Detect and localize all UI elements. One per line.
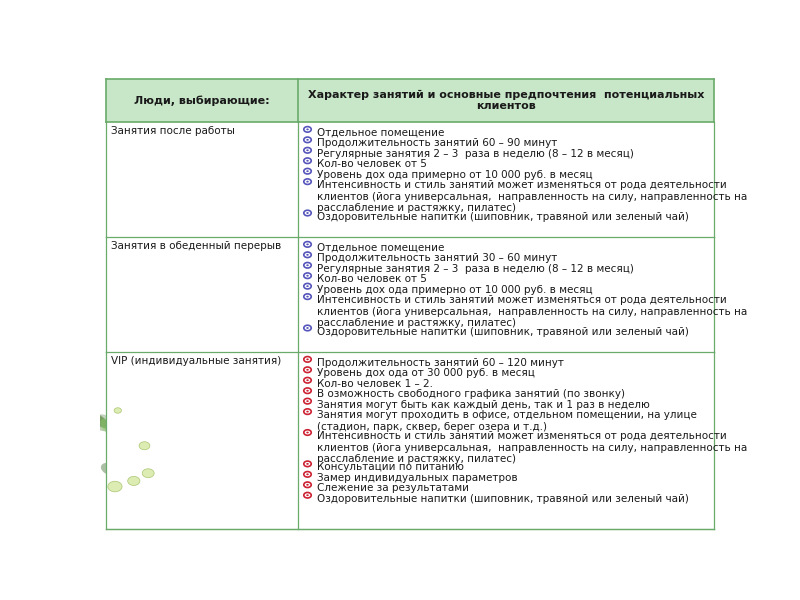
Circle shape: [306, 379, 309, 381]
Ellipse shape: [100, 419, 120, 437]
Circle shape: [306, 431, 309, 433]
Ellipse shape: [126, 457, 143, 470]
Ellipse shape: [120, 451, 137, 473]
Circle shape: [306, 400, 309, 402]
Ellipse shape: [88, 410, 111, 430]
Ellipse shape: [114, 449, 128, 459]
Text: Уровень дох ода примерно от 10 000 руб. в месяц: Уровень дох ода примерно от 10 000 руб. …: [318, 170, 593, 180]
Ellipse shape: [118, 447, 137, 462]
Ellipse shape: [141, 452, 158, 461]
Ellipse shape: [118, 431, 128, 443]
Circle shape: [306, 358, 309, 360]
Text: Регулярные занятия 2 – 3  раза в неделю (8 – 12 в месяц): Регулярные занятия 2 – 3 раза в неделю (…: [318, 149, 634, 159]
Text: Слежение за результатами: Слежение за результатами: [318, 484, 470, 493]
Ellipse shape: [114, 467, 129, 491]
Ellipse shape: [130, 447, 144, 459]
Circle shape: [306, 254, 309, 256]
Bar: [106, 237, 714, 352]
Text: Консультации по питанию: Консультации по питанию: [318, 463, 464, 472]
Text: Интенсивность и стиль занятий может изменяться от рода деятельности
клиентов (йо: Интенсивность и стиль занятий может изме…: [318, 180, 748, 214]
Ellipse shape: [87, 414, 110, 431]
Text: Продолжительность занятий 30 – 60 минут: Продолжительность занятий 30 – 60 минут: [318, 253, 558, 263]
Ellipse shape: [126, 451, 146, 466]
Ellipse shape: [109, 448, 130, 460]
Circle shape: [306, 463, 309, 465]
Circle shape: [108, 481, 122, 492]
Text: Характер занятий и основные предпочтения  потенциальных
клиентов: Характер занятий и основные предпочтения…: [307, 89, 704, 111]
Circle shape: [306, 275, 309, 277]
Text: Кол-во человек от 5: Кол-во человек от 5: [318, 274, 427, 284]
Bar: [106, 386, 182, 529]
Circle shape: [306, 484, 309, 485]
Circle shape: [128, 476, 140, 485]
Circle shape: [306, 160, 309, 161]
Text: Продолжительность занятий 60 – 90 минут: Продолжительность занятий 60 – 90 минут: [318, 139, 558, 148]
Ellipse shape: [119, 466, 134, 487]
Text: Люди, выбирающие:: Люди, выбирающие:: [134, 95, 270, 106]
Circle shape: [306, 181, 309, 182]
Circle shape: [306, 410, 309, 413]
Circle shape: [306, 212, 309, 214]
Circle shape: [306, 139, 309, 141]
Text: Занятия после работы: Занятия после работы: [111, 127, 235, 136]
Ellipse shape: [138, 410, 158, 425]
Text: В озможность свободного графика занятий (по звонку): В озможность свободного графика занятий …: [318, 389, 626, 400]
Circle shape: [306, 149, 309, 151]
Circle shape: [306, 170, 309, 172]
Bar: [106, 79, 714, 122]
Ellipse shape: [106, 443, 128, 451]
Ellipse shape: [133, 433, 150, 443]
Text: Уровень дох ода примерно от 10 000 руб. в месяц: Уровень дох ода примерно от 10 000 руб. …: [318, 285, 593, 295]
Ellipse shape: [131, 435, 149, 449]
Circle shape: [306, 494, 309, 496]
Text: Оздоровительные напитки (шиповник, травяной или зеленый чай): Оздоровительные напитки (шиповник, травя…: [318, 212, 690, 221]
Circle shape: [306, 285, 309, 287]
Circle shape: [306, 369, 309, 371]
Text: Интенсивность и стиль занятий может изменяться от рода деятельности
клиентов (йо: Интенсивность и стиль занятий может изме…: [318, 431, 748, 464]
Circle shape: [142, 469, 154, 478]
Circle shape: [306, 265, 309, 266]
Ellipse shape: [147, 451, 164, 456]
Text: Интенсивность и стиль занятий может изменяться от рода деятельности
клиентов (йо: Интенсивность и стиль занятий может изме…: [318, 295, 748, 328]
Ellipse shape: [101, 463, 118, 475]
Text: Отдельное помещение: Отдельное помещение: [318, 128, 445, 138]
Ellipse shape: [149, 454, 166, 461]
Circle shape: [306, 128, 309, 130]
Ellipse shape: [139, 449, 172, 465]
Circle shape: [114, 408, 122, 413]
Ellipse shape: [135, 466, 149, 478]
Ellipse shape: [130, 442, 150, 451]
Text: Кол-во человек 1 – 2.: Кол-во человек 1 – 2.: [318, 379, 434, 389]
Text: Занятия могут проходить в офисе, отдельном помещении, на улице
(стадион, парк, с: Занятия могут проходить в офисе, отдельн…: [318, 410, 698, 432]
Text: Занятия могут быть как каждый день, так и 1 раз в неделю: Занятия могут быть как каждый день, так …: [318, 400, 650, 410]
Circle shape: [306, 244, 309, 245]
Text: Отдельное помещение: Отдельное помещение: [318, 243, 445, 253]
Text: Замер индивидуальных параметров: Замер индивидуальных параметров: [318, 473, 518, 483]
Text: Регулярные занятия 2 – 3  раза в неделю (8 – 12 в месяц): Регулярные занятия 2 – 3 раза в неделю (…: [318, 264, 634, 274]
Bar: [106, 122, 714, 237]
Ellipse shape: [131, 414, 144, 428]
Text: Продолжительность занятий 60 – 120 минут: Продолжительность занятий 60 – 120 минут: [318, 358, 564, 368]
Text: Оздоровительные напитки (шиповник, травяной или зеленый чай): Оздоровительные напитки (шиповник, травя…: [318, 494, 690, 504]
Circle shape: [306, 390, 309, 392]
Circle shape: [306, 473, 309, 475]
Text: Занятия в обеденный перерыв: Занятия в обеденный перерыв: [111, 241, 282, 251]
Circle shape: [139, 442, 150, 450]
Ellipse shape: [94, 415, 111, 427]
Text: Кол-во человек от 5: Кол-во человек от 5: [318, 160, 427, 169]
Ellipse shape: [106, 476, 120, 495]
Text: Оздоровительные напитки (шиповник, травяной или зеленый чай): Оздоровительные напитки (шиповник, травя…: [318, 326, 690, 337]
Ellipse shape: [126, 443, 139, 455]
Ellipse shape: [106, 474, 127, 493]
Ellipse shape: [138, 457, 157, 463]
Circle shape: [306, 327, 309, 329]
Circle shape: [306, 296, 309, 298]
Bar: [106, 352, 714, 529]
Text: Уровень дох ода от 30 000 руб. в месяц: Уровень дох ода от 30 000 руб. в месяц: [318, 368, 535, 379]
Text: VIP (индивидуальные занятия): VIP (индивидуальные занятия): [111, 356, 282, 367]
